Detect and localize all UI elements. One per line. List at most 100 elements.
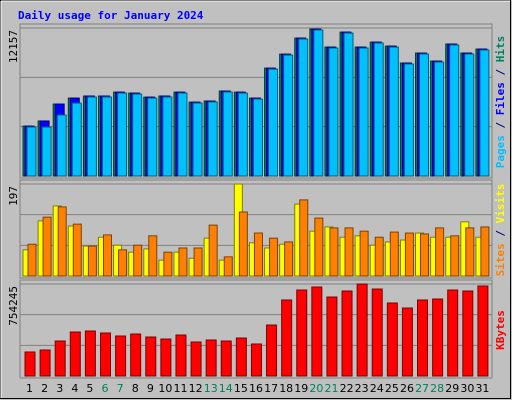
legend: Pages / Files / Hits: [494, 36, 507, 169]
bar: [479, 49, 490, 177]
x-tick-label: 3: [56, 382, 63, 395]
legend: Sites / Visits: [494, 184, 507, 277]
bar: [371, 288, 383, 377]
bar: [160, 338, 172, 377]
bar: [329, 227, 339, 277]
bar: [344, 227, 354, 277]
x-tick-label: 24: [370, 382, 384, 395]
bar: [268, 68, 279, 177]
legend-entry: Visits: [494, 184, 507, 224]
x-tick-label: 7: [117, 382, 124, 395]
bar: [269, 237, 279, 277]
bar: [162, 96, 173, 177]
bar: [250, 343, 262, 377]
x-tick-label: 26: [400, 382, 414, 395]
bar: [432, 298, 444, 377]
x-tick-label: 4: [71, 382, 78, 395]
bar: [237, 92, 248, 177]
x-tick-label: 2: [41, 382, 48, 395]
legend-separator: /: [494, 62, 507, 82]
bar: [450, 235, 460, 277]
bar: [102, 234, 112, 277]
bar: [132, 93, 143, 177]
bar: [208, 224, 218, 277]
bar: [403, 63, 414, 177]
bar: [373, 42, 384, 177]
bar: [192, 102, 203, 177]
bar: [42, 216, 52, 277]
x-tick-label: 31: [475, 382, 489, 395]
x-tick-label: 20: [309, 382, 323, 395]
bar: [298, 38, 309, 177]
x-tick-label: 9: [147, 382, 154, 395]
bar: [465, 227, 475, 277]
bar: [449, 44, 460, 177]
bar: [99, 332, 111, 377]
bar: [27, 243, 37, 277]
x-tick-label: 15: [234, 382, 248, 395]
legend-entry: Sites: [494, 243, 507, 276]
x-tick-label: 6: [102, 382, 109, 395]
bar: [296, 289, 308, 377]
bar: [341, 290, 353, 377]
bar: [26, 126, 37, 177]
legend-entry: Files: [494, 82, 507, 115]
x-tick-label: 1: [26, 382, 33, 395]
bar: [404, 232, 414, 277]
x-tick-label: 8: [132, 382, 139, 395]
bar: [311, 286, 323, 377]
x-tick-label: 22: [340, 382, 354, 395]
bar: [462, 290, 474, 377]
bar: [54, 340, 66, 377]
legend-entry: Pages: [494, 135, 507, 168]
bar: [147, 97, 158, 177]
x-tick-label: 27: [415, 382, 429, 395]
bar: [419, 53, 430, 177]
y-tick-label: 12157: [7, 30, 20, 63]
bar: [420, 233, 430, 277]
x-tick-label: 12: [189, 382, 203, 395]
bar: [235, 337, 247, 377]
bar: [71, 102, 82, 177]
x-tick-label: 17: [264, 382, 278, 395]
x-tick-label: 19: [294, 382, 308, 395]
x-tick-label: 16: [249, 382, 263, 395]
x-tick-label: 28: [430, 382, 444, 395]
x-tick-label: 10: [158, 382, 172, 395]
bar: [115, 335, 127, 377]
bar: [84, 330, 96, 377]
bar: [56, 114, 67, 177]
y-tick-label: 754245: [7, 286, 20, 326]
bar: [193, 247, 203, 277]
bar: [374, 236, 384, 277]
bar: [205, 339, 217, 377]
bar: [41, 126, 52, 177]
bar: [266, 324, 278, 377]
bar: [284, 241, 294, 277]
bar: [326, 296, 338, 377]
bar: [190, 341, 202, 377]
bar: [133, 244, 143, 277]
x-tick-label: 23: [355, 382, 369, 395]
bar: [434, 61, 445, 177]
x-tick-label: 30: [460, 382, 474, 395]
bar: [477, 285, 489, 377]
bar: [223, 256, 233, 277]
legend-entry: Hits: [494, 36, 507, 63]
bar: [314, 217, 324, 277]
x-tick-label: 21: [324, 382, 338, 395]
bar: [178, 247, 188, 277]
x-tick-label: 29: [445, 382, 459, 395]
bar: [87, 245, 97, 277]
bar: [328, 47, 339, 177]
bar: [358, 47, 369, 177]
bar: [283, 54, 294, 177]
bar: [359, 230, 369, 277]
bar: [386, 302, 398, 377]
bar: [24, 351, 36, 377]
bar: [281, 299, 293, 377]
bar: [447, 289, 459, 377]
bar: [252, 98, 263, 177]
bar: [480, 226, 490, 277]
bar: [72, 223, 82, 277]
